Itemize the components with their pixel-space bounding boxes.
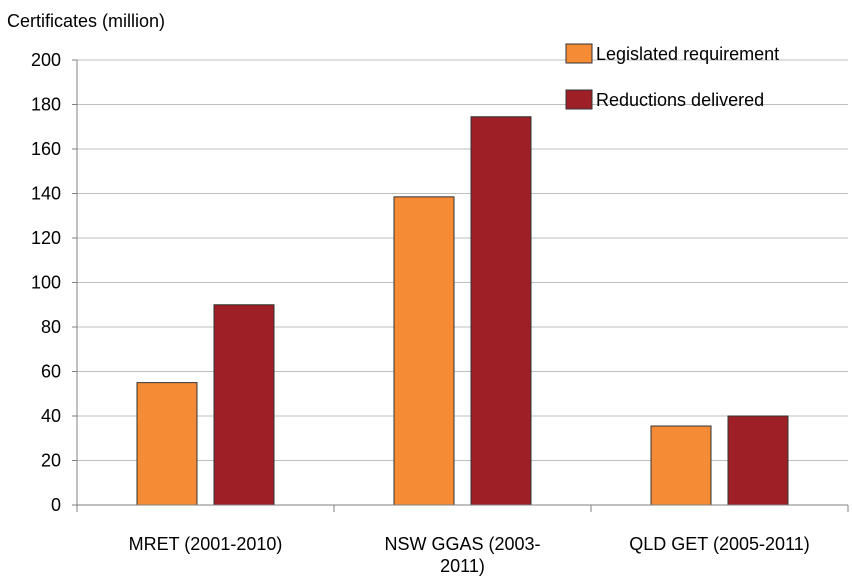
y-tick-label: 160 bbox=[31, 139, 61, 159]
y-tick-labels: 0 20 40 60 80 100 120 140 160 180 200 bbox=[31, 50, 61, 515]
legend-swatch bbox=[565, 43, 593, 64]
bar-legislated-1 bbox=[393, 196, 455, 506]
legend-label: Reductions delivered bbox=[596, 90, 764, 110]
x-tick-label: NSW GGAS (2003- bbox=[384, 534, 540, 554]
x-tick-label: 2011) bbox=[440, 556, 485, 576]
axes bbox=[72, 59, 849, 512]
gridlines bbox=[77, 59, 848, 461]
x-tick-labels: MRET (2001-2010) NSW GGAS (2003-2011) QLD … bbox=[129, 534, 810, 576]
y-tick-label: 120 bbox=[31, 228, 61, 248]
y-tick-label: 40 bbox=[41, 406, 61, 426]
bar-delivered-1 bbox=[470, 116, 532, 506]
y-tick-label: 60 bbox=[41, 362, 61, 382]
bars-group bbox=[136, 116, 789, 506]
y-tick-label: 200 bbox=[31, 50, 61, 70]
y-tick-label: 0 bbox=[51, 495, 61, 515]
bar-legislated-0 bbox=[136, 382, 198, 506]
y-tick-label: 180 bbox=[31, 95, 61, 115]
x-tick-label: MRET (2001-2010) bbox=[129, 534, 283, 554]
legend-label: Legislated requirement bbox=[596, 44, 779, 64]
bar-legislated-2 bbox=[650, 425, 712, 506]
y-tick-label: 140 bbox=[31, 184, 61, 204]
y-axis-label: Certificates (million) bbox=[7, 11, 165, 31]
legend: Legislated requirement Reductions deliver… bbox=[565, 43, 779, 110]
y-tick-label: 20 bbox=[41, 451, 61, 471]
y-tick-label: 100 bbox=[31, 273, 61, 293]
bar-delivered-2 bbox=[727, 415, 789, 506]
bar-delivered-0 bbox=[213, 304, 275, 506]
legend-swatch bbox=[565, 89, 593, 110]
y-tick-label: 80 bbox=[41, 317, 61, 337]
x-tick-label: QLD GET (2005-2011) bbox=[629, 534, 809, 554]
